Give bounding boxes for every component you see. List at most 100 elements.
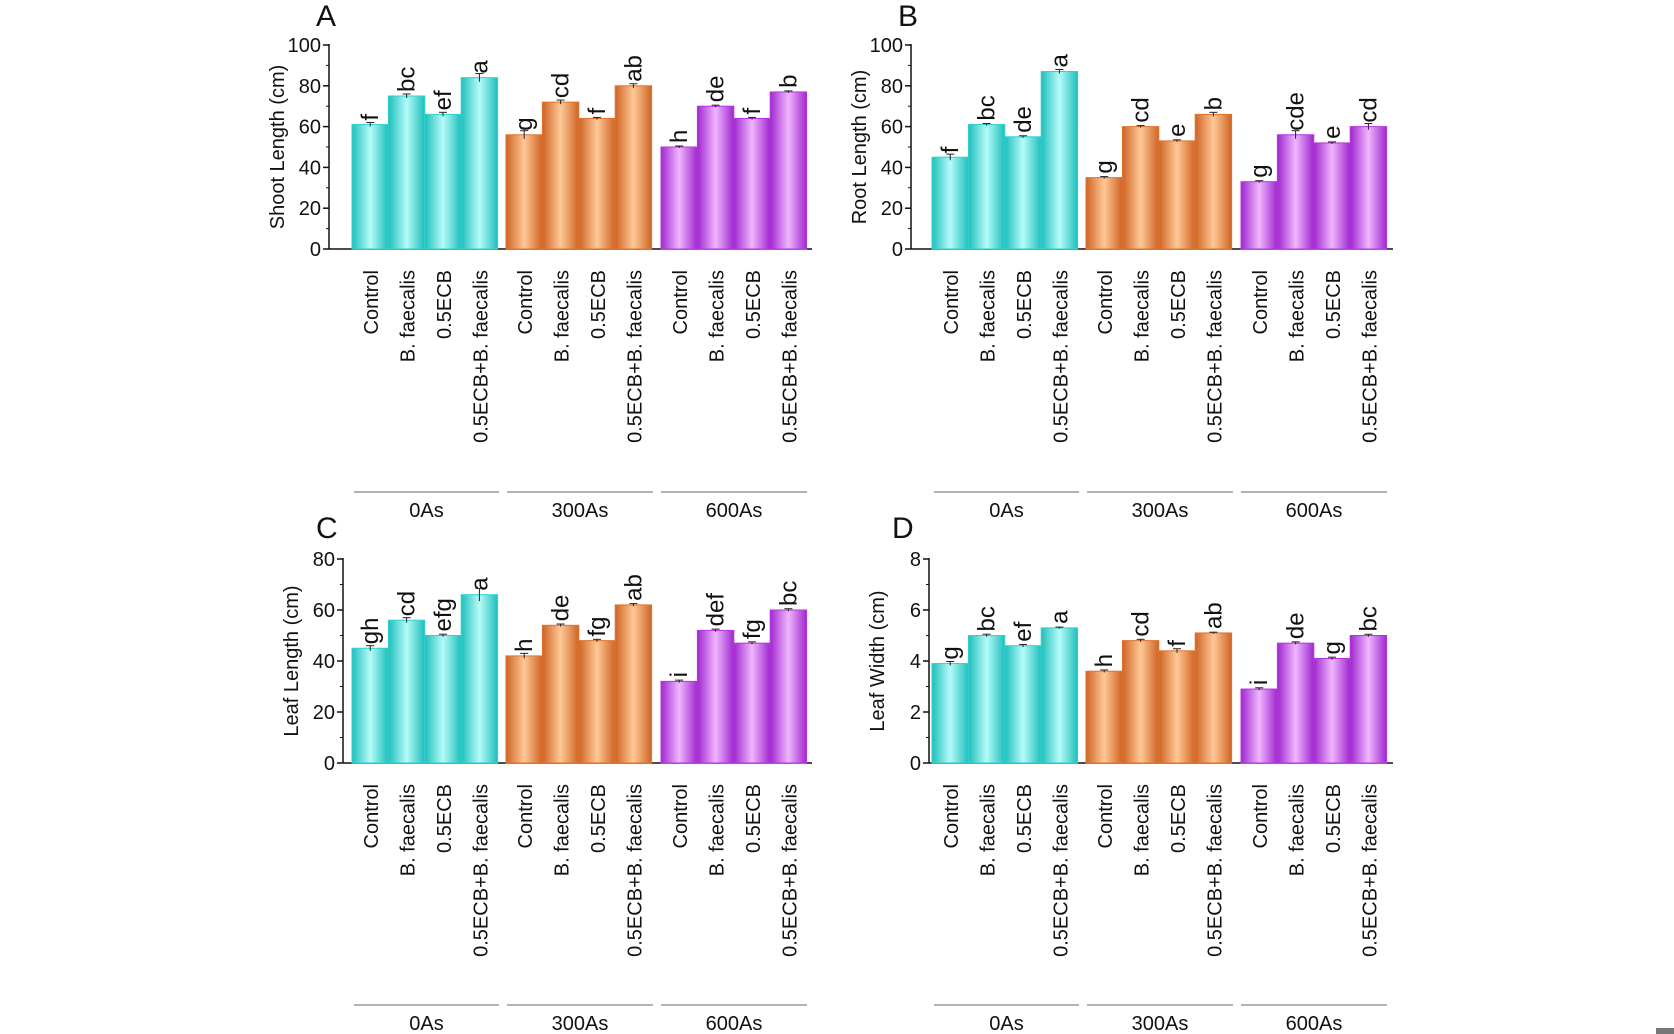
category-label: B. faecalis (398, 270, 420, 362)
bar (578, 117, 616, 250)
category-label: 0.5ECB (588, 784, 610, 853)
y-tick-label: 2 (910, 702, 921, 724)
category-label: 0.5ECB+B. faecalis (1050, 270, 1072, 443)
significance-letter: h (1091, 654, 1118, 667)
y-axis-label: Shoot Length (cm) (267, 65, 289, 230)
y-tick-label: 80 (313, 549, 335, 571)
significance-letter: a (1046, 610, 1073, 624)
category-label: 0.5ECB (743, 784, 765, 853)
y-tick-label: 80 (881, 76, 903, 98)
bar (541, 624, 580, 764)
category-label: B. faecalis (707, 784, 729, 876)
category-label: 0.5ECB+B. faecalis (779, 784, 801, 957)
significance-letter: f (1164, 640, 1191, 647)
bar (696, 629, 735, 764)
bar (1085, 177, 1123, 250)
y-tick-label: 60 (299, 117, 321, 139)
chart-panel-b: B Root Length (cm) 0 20 40 60 80 100 f Control bc B… (849, 0, 1393, 522)
significance-letter: ab (620, 55, 647, 82)
bar (578, 640, 616, 764)
bar (1276, 642, 1315, 764)
bar (460, 594, 499, 764)
category-label: 0.5ECB (1323, 784, 1345, 853)
significance-letter: e (1319, 126, 1346, 139)
group-label: 0As (409, 500, 443, 522)
bar (733, 642, 771, 764)
category-label: Control (361, 270, 383, 334)
y-tick-label: 20 (881, 198, 903, 220)
category-label: 0.5ECB+B. faecalis (1359, 784, 1381, 957)
category-label: 0.5ECB (1168, 784, 1190, 853)
significance-letter: efg (430, 598, 457, 631)
category-label: Control (1095, 784, 1117, 848)
bar (1040, 627, 1079, 764)
y-tick-label: 6 (910, 600, 921, 622)
significance-letter: i (666, 672, 693, 677)
significance-letter: de (1283, 612, 1310, 639)
category-label: B. faecalis (398, 784, 420, 876)
significance-letter: bc (974, 95, 1001, 120)
group-label: 600As (706, 500, 763, 522)
significance-letter: g (1246, 164, 1273, 177)
y-axis-label: Leaf Width (cm) (867, 590, 889, 731)
y-tick-label: 0 (324, 753, 335, 775)
bar (1121, 640, 1160, 764)
category-label: Control (1250, 784, 1272, 848)
significance-letter: fg (739, 619, 766, 639)
category-label: 0.5ECB (588, 270, 610, 339)
category-label: 0.5ECB (1168, 270, 1190, 339)
group-label: 600As (706, 1013, 763, 1034)
bar (1085, 670, 1123, 764)
chart-panel-c: C Leaf Length (cm) 0 20 40 60 80 gh Control cd B. … (281, 512, 812, 1034)
bar (351, 124, 389, 250)
bar (931, 663, 969, 764)
category-label: 0.5ECB (1014, 784, 1036, 853)
category-label: 0.5ECB (434, 784, 456, 853)
panel-letter: A (316, 0, 336, 33)
category-label: B. faecalis (1287, 270, 1309, 362)
bar (460, 77, 499, 250)
bar (387, 95, 426, 250)
significance-letter: de (703, 75, 730, 102)
bar (1349, 635, 1388, 764)
category-label: 0.5ECB+B. faecalis (1359, 270, 1381, 443)
category-label: 0.5ECB+B. faecalis (624, 784, 646, 957)
panel-letter: D (892, 512, 914, 545)
bar (1004, 136, 1042, 250)
category-label: 0.5ECB+B. faecalis (1204, 784, 1226, 957)
significance-letter: bc (974, 606, 1001, 631)
category-label: Control (670, 784, 692, 848)
significance-letter: f (357, 114, 384, 121)
significance-letter: f (739, 107, 766, 114)
y-tick-label: 40 (313, 651, 335, 673)
category-label: Control (941, 784, 963, 848)
bar (1194, 113, 1233, 250)
significance-letter: g (511, 117, 538, 130)
significance-letter: a (466, 60, 493, 74)
y-tick-label: 8 (910, 549, 921, 571)
y-axis-label: Root Length (cm) (849, 70, 871, 225)
y-tick-label: 100 (870, 35, 903, 57)
bar (733, 117, 771, 250)
bar (387, 619, 426, 764)
y-tick-label: 4 (910, 651, 921, 673)
bar (967, 124, 1006, 250)
significance-letter: g (1091, 160, 1118, 173)
y-tick-label: 20 (299, 198, 321, 220)
significance-letter: g (937, 646, 964, 659)
y-tick-label: 0 (910, 753, 921, 775)
significance-letter: gh (357, 618, 384, 645)
significance-letter: e (1164, 124, 1191, 137)
y-tick-label: 60 (313, 600, 335, 622)
group-label: 300As (552, 500, 609, 522)
bar (769, 91, 808, 250)
category-label: 0.5ECB+B. faecalis (470, 784, 492, 957)
significance-letter: cde (1283, 92, 1310, 131)
significance-letter: ab (620, 574, 647, 601)
bar (1276, 134, 1315, 250)
group-label: 0As (409, 1013, 443, 1034)
significance-letter: a (466, 577, 493, 591)
category-label: 0.5ECB+B. faecalis (624, 270, 646, 443)
panel-letter: C (316, 512, 338, 545)
bar (1194, 632, 1233, 764)
